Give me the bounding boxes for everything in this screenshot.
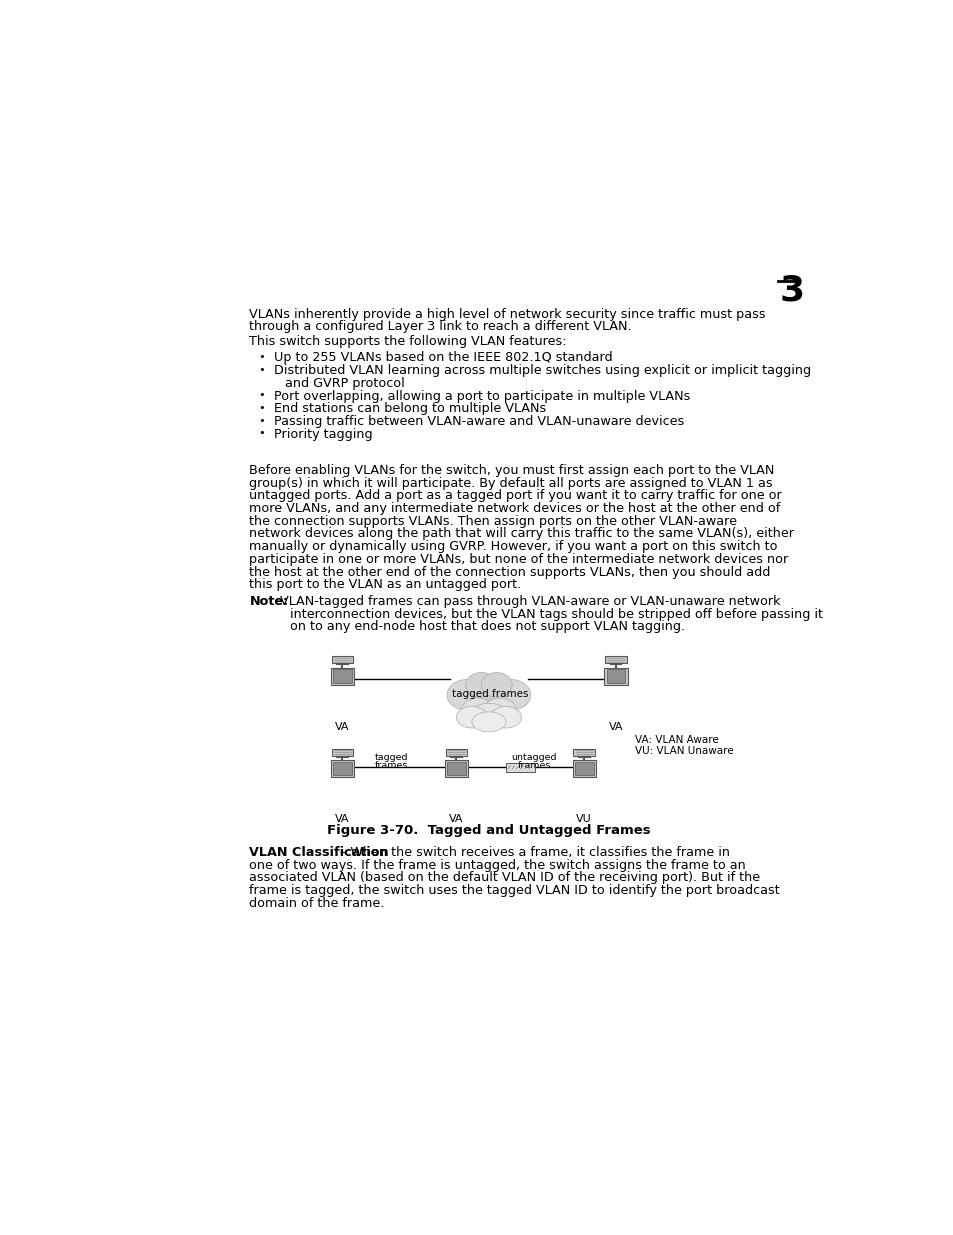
Text: the host at the other end of the connection supports VLANs, then you should add: the host at the other end of the connect… xyxy=(249,566,770,578)
Text: VA: VA xyxy=(449,814,463,824)
Text: •: • xyxy=(258,390,265,400)
Text: the connection supports VLANs. Then assign ports on the other VLAN-aware: the connection supports VLANs. Then assi… xyxy=(249,515,737,527)
Text: domain of the frame.: domain of the frame. xyxy=(249,897,384,910)
Text: Passing traffic between VLAN-aware and VLAN-unaware devices: Passing traffic between VLAN-aware and V… xyxy=(274,415,684,429)
Text: Note:: Note: xyxy=(249,595,288,608)
Text: •: • xyxy=(258,416,265,426)
Text: frames: frames xyxy=(517,761,551,771)
Text: tagged: tagged xyxy=(375,752,408,762)
FancyBboxPatch shape xyxy=(604,656,626,663)
FancyBboxPatch shape xyxy=(332,748,353,756)
Text: •: • xyxy=(258,403,265,412)
Text: group(s) in which it will participate. By default all ports are assigned to VLAN: group(s) in which it will participate. B… xyxy=(249,477,772,489)
Text: VU: VU xyxy=(576,814,592,824)
Text: untagged: untagged xyxy=(511,752,557,762)
Ellipse shape xyxy=(447,679,487,710)
Text: VLAN Classification: VLAN Classification xyxy=(249,846,389,858)
FancyBboxPatch shape xyxy=(505,763,535,772)
Text: associated VLAN (based on the default VLAN ID of the receiving port). But if the: associated VLAN (based on the default VL… xyxy=(249,871,760,884)
FancyBboxPatch shape xyxy=(604,668,627,685)
Ellipse shape xyxy=(482,698,517,724)
Ellipse shape xyxy=(490,706,521,727)
Text: more VLANs, and any intermediate network devices or the host at the other end of: more VLANs, and any intermediate network… xyxy=(249,501,780,515)
Text: Priority tagging: Priority tagging xyxy=(274,427,373,441)
Text: this port to the VLAN as an untagged port.: this port to the VLAN as an untagged por… xyxy=(249,578,521,592)
Ellipse shape xyxy=(464,679,513,719)
Text: VU: VLAN Unaware: VU: VLAN Unaware xyxy=(634,746,733,756)
Text: untagged ports. Add a port as a tagged port if you want it to carry traffic for : untagged ports. Add a port as a tagged p… xyxy=(249,489,781,503)
Text: VA: VA xyxy=(608,721,622,732)
Text: VA: VLAN Aware: VA: VLAN Aware xyxy=(634,735,718,745)
Text: on to any end-node host that does not support VLAN tagging.: on to any end-node host that does not su… xyxy=(290,620,684,634)
Text: VLAN-tagged frames can pass through VLAN-aware or VLAN-unaware network: VLAN-tagged frames can pass through VLAN… xyxy=(280,595,781,608)
Text: participate in one or more VLANs, but none of the intermediate network devices n: participate in one or more VLANs, but no… xyxy=(249,553,788,566)
FancyBboxPatch shape xyxy=(332,656,353,663)
Ellipse shape xyxy=(468,704,509,727)
FancyBboxPatch shape xyxy=(445,748,467,756)
Text: Before enabling VLANs for the switch, you must first assign each port to the VLA: Before enabling VLANs for the switch, yo… xyxy=(249,464,774,477)
Ellipse shape xyxy=(460,698,495,724)
Text: tagged frames: tagged frames xyxy=(452,689,528,699)
FancyBboxPatch shape xyxy=(333,669,352,683)
Text: End stations can belong to multiple VLANs: End stations can belong to multiple VLAN… xyxy=(274,403,546,415)
Text: Distributed VLAN learning across multiple switches using explicit or implicit ta: Distributed VLAN learning across multipl… xyxy=(274,364,810,377)
FancyBboxPatch shape xyxy=(331,761,354,777)
Ellipse shape xyxy=(465,673,497,698)
Text: VA: VA xyxy=(335,814,350,824)
Text: through a configured Layer 3 link to reach a different VLAN.: through a configured Layer 3 link to rea… xyxy=(249,320,632,333)
Text: •: • xyxy=(258,366,265,375)
Text: •: • xyxy=(258,352,265,362)
Text: network devices along the path that will carry this traffic to the same VLAN(s),: network devices along the path that will… xyxy=(249,527,794,541)
FancyBboxPatch shape xyxy=(572,761,596,777)
Ellipse shape xyxy=(456,706,487,727)
Text: VA: VA xyxy=(335,721,350,732)
Text: one of two ways. If the frame is untagged, the switch assigns the frame to an: one of two ways. If the frame is untagge… xyxy=(249,858,745,872)
Text: Figure 3-70.  Tagged and Untagged Frames: Figure 3-70. Tagged and Untagged Frames xyxy=(327,824,650,837)
FancyBboxPatch shape xyxy=(575,762,593,776)
Ellipse shape xyxy=(472,711,505,732)
Ellipse shape xyxy=(490,679,530,710)
Text: and GVRP protocol: and GVRP protocol xyxy=(285,377,404,390)
FancyBboxPatch shape xyxy=(606,669,624,683)
Text: 3: 3 xyxy=(779,274,803,308)
Text: – When the switch receives a frame, it classifies the frame in: – When the switch receives a frame, it c… xyxy=(336,846,730,858)
Text: frames: frames xyxy=(375,761,408,771)
FancyBboxPatch shape xyxy=(447,762,465,776)
Text: manually or dynamically using GVRP. However, if you want a port on this switch t: manually or dynamically using GVRP. Howe… xyxy=(249,540,777,553)
Text: frame is tagged, the switch uses the tagged VLAN ID to identify the port broadca: frame is tagged, the switch uses the tag… xyxy=(249,884,780,897)
FancyBboxPatch shape xyxy=(444,761,468,777)
Text: interconnection devices, but the VLAN tags should be stripped off before passing: interconnection devices, but the VLAN ta… xyxy=(290,608,821,620)
Text: This switch supports the following VLAN features:: This switch supports the following VLAN … xyxy=(249,335,566,347)
FancyBboxPatch shape xyxy=(333,762,352,776)
Text: VLANs inherently provide a high level of network security since traffic must pas: VLANs inherently provide a high level of… xyxy=(249,308,765,321)
FancyBboxPatch shape xyxy=(573,748,595,756)
Text: Port overlapping, allowing a port to participate in multiple VLANs: Port overlapping, allowing a port to par… xyxy=(274,389,690,403)
Ellipse shape xyxy=(480,673,512,698)
Text: Up to 255 VLANs based on the IEEE 802.1Q standard: Up to 255 VLANs based on the IEEE 802.1Q… xyxy=(274,352,612,364)
Text: •: • xyxy=(258,429,265,438)
FancyBboxPatch shape xyxy=(331,668,354,685)
